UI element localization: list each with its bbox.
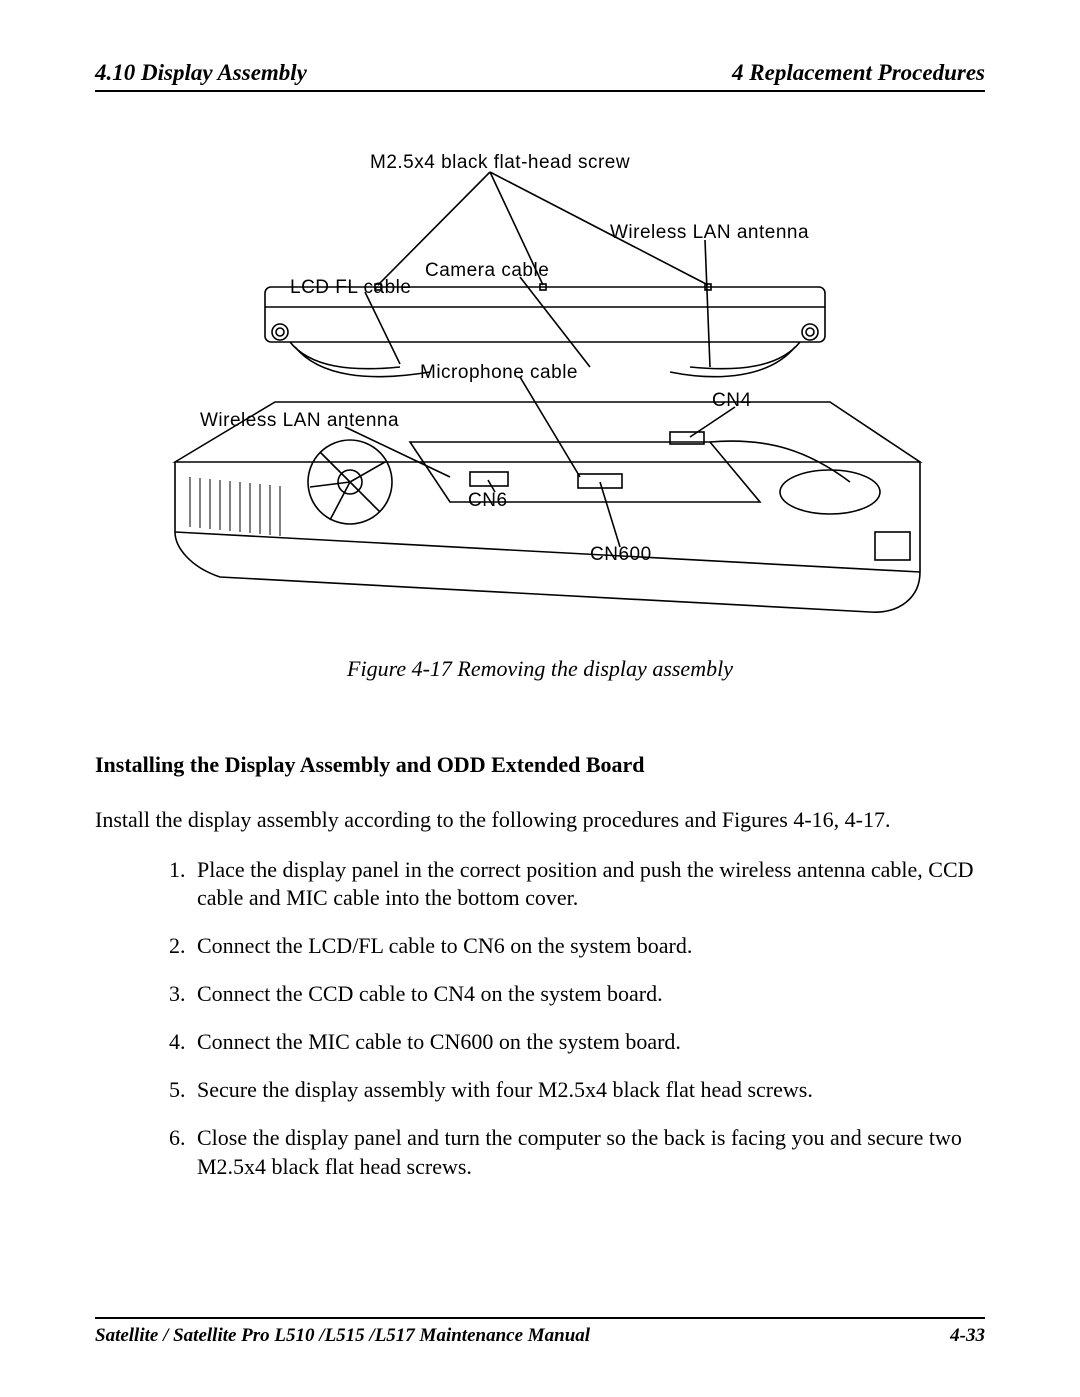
label-wlan-left: Wireless LAN antenna (200, 410, 399, 432)
footer-right: 4-33 (950, 1325, 985, 1347)
header-right: 4 Replacement Procedures (732, 60, 985, 86)
header-left: 4.10 Display Assembly (95, 60, 307, 86)
figure-wrap: M2.5x4 black flat-head screw Wireless LA… (95, 132, 985, 642)
label-cn4: CN4 (712, 390, 752, 412)
diagram-svg (150, 132, 930, 642)
step-item: Secure the display assembly with four M2… (191, 1076, 985, 1104)
step-item: Connect the LCD/FL cable to CN6 on the s… (191, 932, 985, 960)
footer-left: Satellite / Satellite Pro L510 /L515 /L5… (95, 1325, 590, 1347)
figure-caption: Figure 4-17 Removing the display assembl… (95, 656, 985, 682)
step-item: Place the display panel in the correct p… (191, 856, 985, 912)
label-screw: M2.5x4 black flat-head screw (370, 152, 630, 174)
section-heading: Installing the Display Assembly and ODD … (95, 752, 985, 778)
section-intro: Install the display assembly according t… (95, 806, 985, 834)
label-mic: Microphone cable (420, 362, 578, 384)
figure-4-17: M2.5x4 black flat-head screw Wireless LA… (150, 132, 930, 642)
page: 4.10 Display Assembly 4 Replacement Proc… (0, 0, 1080, 1397)
step-item: Connect the MIC cable to CN600 on the sy… (191, 1028, 985, 1056)
label-wlan-top: Wireless LAN antenna (610, 222, 809, 244)
step-item: Close the display panel and turn the com… (191, 1124, 985, 1180)
page-header: 4.10 Display Assembly 4 Replacement Proc… (95, 60, 985, 92)
label-cn600: CN600 (590, 544, 652, 566)
step-item: Connect the CCD cable to CN4 on the syst… (191, 980, 985, 1008)
label-lcdfl: LCD FL cable (290, 277, 411, 299)
page-footer: Satellite / Satellite Pro L510 /L515 /L5… (95, 1317, 985, 1347)
label-camera: Camera cable (425, 260, 549, 282)
label-cn6: CN6 (468, 490, 508, 512)
step-list: Place the display panel in the correct p… (95, 856, 985, 1181)
